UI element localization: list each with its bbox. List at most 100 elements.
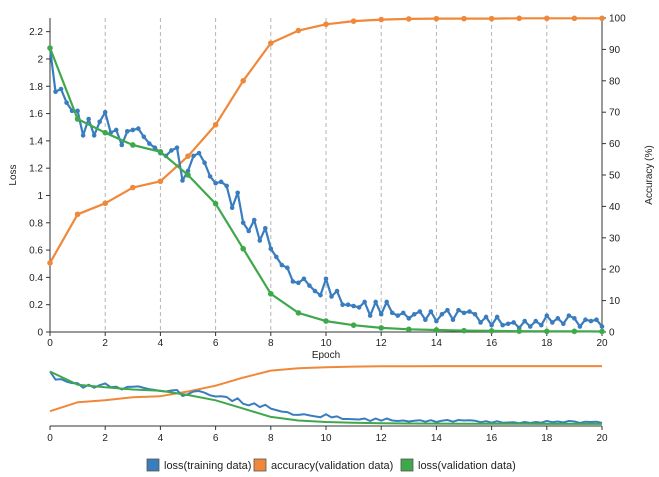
data-point [74,211,81,218]
data-point [136,126,141,131]
data-point [461,15,467,22]
x-tick-label: 16 [486,338,498,349]
data-point [406,16,412,22]
data-point [467,309,472,314]
data-point [505,321,511,327]
data-point [417,309,423,314]
data-point [64,100,69,105]
data-point [412,311,417,317]
data-point [334,288,340,294]
y2-tick-label: 0 [609,328,615,339]
data-point [494,314,500,320]
overview-navigator[interactable]: 0 2 4 6 8 10 12 14 16 18 20 [47,365,608,444]
y-tick-label: 0 [37,328,43,339]
data-point [285,265,290,271]
data-point [301,276,307,282]
overview-x-tick-label: 10 [320,433,332,444]
main-plot: 00.20.40.60.811.21.41.61.822.20102030405… [8,14,655,362]
data-point [312,288,318,294]
legend-item-accuracy-validation[interactable]: accuracy(validation data) [253,458,393,472]
data-point [450,317,456,323]
data-point [202,160,207,166]
data-point [478,320,483,325]
data-point [483,314,489,320]
data-point [340,302,345,307]
y2-tick-label: 10 [609,296,621,307]
data-point [489,322,494,328]
data-point [522,318,528,324]
data-point [240,220,246,226]
legend-label: loss(validation data) [418,460,516,472]
x-axis-title: Epoch [312,350,340,361]
data-point [350,322,357,328]
data-point [130,127,136,133]
data-point [91,133,97,138]
data-point [102,129,108,136]
data-point [185,168,191,174]
data-point [488,15,495,22]
y-tick-label: 1.8 [29,82,43,93]
y2-tick-label: 20 [609,265,621,276]
data-point [400,310,406,316]
data-point [97,119,102,125]
y-tick-label: 2.2 [29,27,43,38]
data-point [406,316,412,321]
data-point [345,302,351,307]
data-point [296,280,301,286]
overview-x-tick-label: 8 [268,433,274,444]
data-point [157,178,164,185]
legend-item-loss-validation[interactable]: loss(validation data) [400,458,516,472]
data-point [599,328,605,335]
y-tick-label: 1.6 [29,109,43,120]
data-point [461,310,467,316]
legend-swatch [146,458,160,472]
data-point [185,153,191,159]
y-tick-label: 0.6 [29,246,43,257]
data-point [75,108,80,114]
data-point [130,184,136,191]
data-point [561,321,566,327]
data-point [594,317,599,323]
data-point [533,318,539,324]
data-point [456,307,461,313]
data-point [80,133,86,138]
data-point [511,320,516,325]
data-point [583,317,588,323]
data-point [389,310,395,316]
data-point [290,279,296,284]
data-point [318,292,323,298]
data-point [119,142,125,148]
data-point [445,307,450,313]
overview-x-tick-label: 20 [596,433,608,444]
data-point [53,89,58,95]
series-accuracy-validation-data [47,15,605,266]
data-point [356,305,362,310]
data-point [274,254,279,260]
data-point [102,109,108,115]
data-point [169,148,174,153]
data-point [240,245,246,252]
legend-item-loss-training[interactable]: loss(training data) [146,458,251,472]
data-point [246,228,252,234]
data-point [102,200,108,207]
data-point [599,324,605,329]
data-point [124,129,130,134]
data-point [378,16,385,23]
overview-x-tick-label: 12 [376,433,388,444]
overview-series-line [49,370,603,425]
data-point [213,180,218,186]
overview-x-tick-label: 2 [102,433,108,444]
y-tick-label: 1 [37,191,43,202]
overview-x-tick-label: 0 [47,433,53,444]
y2-tick-label: 70 [609,108,621,119]
data-point [351,303,356,309]
data-point [295,27,302,34]
data-point [307,283,312,288]
data-point [257,238,263,243]
data-point [566,313,572,318]
data-point [113,127,119,133]
y-axis-title: Loss [8,164,19,185]
data-point [323,276,329,282]
